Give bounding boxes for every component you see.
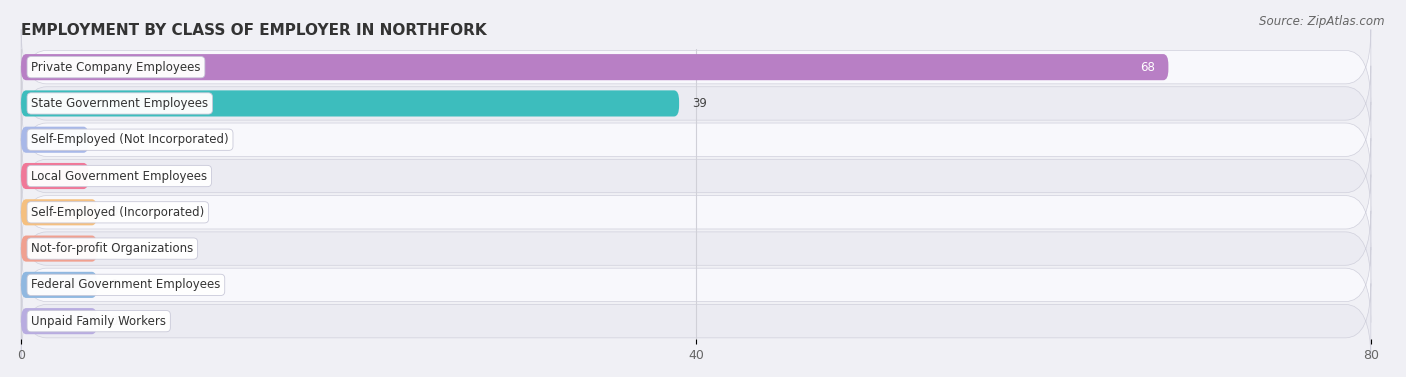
FancyBboxPatch shape [21,102,1371,178]
FancyBboxPatch shape [21,127,89,153]
Text: 0: 0 [111,315,118,328]
Text: State Government Employees: State Government Employees [31,97,208,110]
FancyBboxPatch shape [21,138,1371,214]
Text: 4: 4 [103,170,110,182]
Text: 39: 39 [693,97,707,110]
Text: EMPLOYMENT BY CLASS OF EMPLOYER IN NORTHFORK: EMPLOYMENT BY CLASS OF EMPLOYER IN NORTH… [21,23,486,38]
Text: Unpaid Family Workers: Unpaid Family Workers [31,315,166,328]
FancyBboxPatch shape [21,175,1371,250]
FancyBboxPatch shape [21,66,1371,141]
FancyBboxPatch shape [21,272,97,298]
Text: Self-Employed (Not Incorporated): Self-Employed (Not Incorporated) [31,133,229,146]
Text: 68: 68 [1140,61,1154,74]
FancyBboxPatch shape [21,284,1371,359]
Text: 0: 0 [111,278,118,291]
FancyBboxPatch shape [21,90,679,116]
Text: 4: 4 [103,133,110,146]
Text: Source: ZipAtlas.com: Source: ZipAtlas.com [1260,15,1385,28]
FancyBboxPatch shape [21,211,1371,286]
Text: Federal Government Employees: Federal Government Employees [31,278,221,291]
FancyBboxPatch shape [21,308,97,334]
Text: Private Company Employees: Private Company Employees [31,61,201,74]
FancyBboxPatch shape [21,163,89,189]
Text: 0: 0 [111,242,118,255]
Text: Not-for-profit Organizations: Not-for-profit Organizations [31,242,194,255]
FancyBboxPatch shape [21,54,1168,80]
FancyBboxPatch shape [21,199,97,225]
Text: 0: 0 [111,206,118,219]
FancyBboxPatch shape [21,236,97,262]
Text: Self-Employed (Incorporated): Self-Employed (Incorporated) [31,206,204,219]
FancyBboxPatch shape [21,247,1371,323]
FancyBboxPatch shape [21,29,1371,105]
Text: Local Government Employees: Local Government Employees [31,170,207,182]
